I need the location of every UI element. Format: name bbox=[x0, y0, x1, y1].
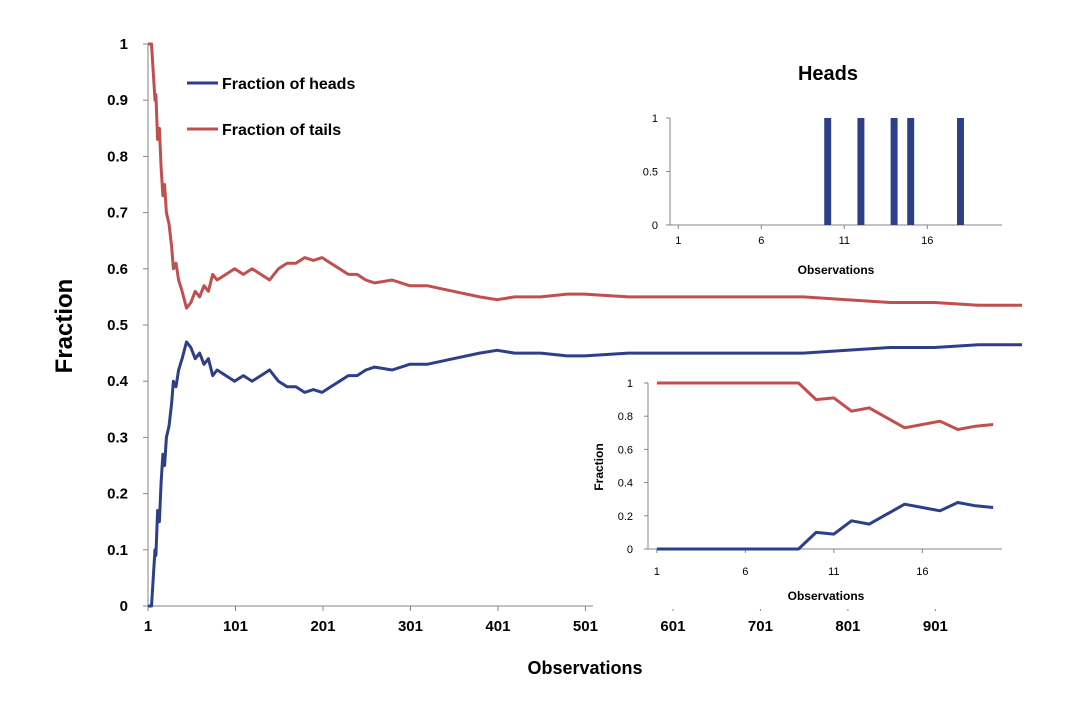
x-tick-label: 601 bbox=[660, 618, 685, 635]
y-tick-label: 0.2 bbox=[107, 486, 128, 503]
inset-x-tick-label: 1 bbox=[675, 235, 681, 247]
y-tick-label: 0.9 bbox=[107, 92, 128, 109]
inset-x-tick-label: 6 bbox=[758, 235, 764, 247]
legend-heads-label: Fraction of heads bbox=[222, 76, 355, 93]
inset2-y-axis-title: Fraction bbox=[592, 443, 606, 490]
inset2-x-axis-title: Observations bbox=[788, 589, 865, 603]
x-tick-label: 101 bbox=[223, 618, 248, 635]
heads-bar bbox=[824, 118, 832, 225]
tails-series-line bbox=[148, 42, 1022, 310]
legend-tails-label: Fraction of tails bbox=[222, 122, 341, 139]
inset-heads-line bbox=[656, 501, 994, 551]
x-tick-label: 201 bbox=[310, 618, 335, 635]
y-tick-label: 1 bbox=[120, 36, 128, 53]
y-tick-label: 0.3 bbox=[107, 429, 128, 446]
x-tick-label: 501 bbox=[573, 618, 598, 635]
y-tick-label: 0.1 bbox=[107, 542, 128, 559]
x-tick-label: 901 bbox=[923, 618, 948, 635]
inset-y-tick-label: 1 bbox=[652, 113, 658, 125]
inset-x-tick-label: 16 bbox=[921, 235, 933, 247]
inset2-y-tick-label: 0 bbox=[627, 544, 633, 556]
inset-x-tick-label: 11 bbox=[839, 235, 850, 247]
main-chart: 00.10.20.30.40.50.60.70.80.911 101 201 301 4… bbox=[51, 36, 1022, 678]
y-tick-label: 0.4 bbox=[107, 373, 129, 390]
inset2-y-tick-label: 1 bbox=[627, 378, 633, 390]
x-tick-label: 301 bbox=[398, 618, 423, 635]
legend: Fraction of heads Fraction of tails bbox=[187, 76, 355, 139]
y-axis-title: Fraction bbox=[51, 279, 78, 374]
y-tick-label: 0.5 bbox=[107, 317, 128, 334]
x-tick-label: 401 bbox=[485, 618, 510, 635]
y-tick-label: 0.6 bbox=[107, 261, 128, 278]
inset2-y-tick-label: 0.8 bbox=[618, 411, 633, 423]
heads-bar bbox=[957, 118, 964, 225]
inset-background bbox=[593, 373, 1027, 609]
inset2-y-tick-label: 0.4 bbox=[618, 478, 633, 490]
x-tick-label: 1 bbox=[144, 618, 152, 635]
y-tick-label: 0.8 bbox=[107, 148, 128, 165]
heads-bar bbox=[907, 118, 915, 225]
x-axis-title: Observations bbox=[527, 658, 642, 678]
y-tick-label: 0.7 bbox=[107, 205, 128, 222]
heads-series-line bbox=[148, 340, 1022, 608]
inset-title: Heads bbox=[798, 63, 858, 85]
inset2-y-tick-label: 0.6 bbox=[618, 444, 633, 456]
inset2-x-tick-label: 6 bbox=[742, 566, 748, 578]
inset-y-tick-label: 0.5 bbox=[643, 167, 658, 179]
inset-x-axis-title: Observations bbox=[798, 263, 875, 277]
y-tick-label: 0 bbox=[120, 598, 128, 615]
heads-bar bbox=[890, 118, 898, 225]
inset-tails-line bbox=[656, 381, 994, 431]
inset2-y-tick-label: 0.2 bbox=[618, 511, 633, 523]
inset-y-tick-label: 0 bbox=[652, 220, 658, 232]
x-tick-label: 701 bbox=[748, 618, 773, 635]
x-tick-label: 801 bbox=[835, 618, 860, 635]
inset2-x-tick-label: 1 bbox=[654, 566, 660, 578]
heads-bar bbox=[857, 118, 865, 225]
inset2-x-tick-label: 16 bbox=[916, 566, 928, 578]
inset2-x-tick-label: 11 bbox=[828, 566, 839, 578]
